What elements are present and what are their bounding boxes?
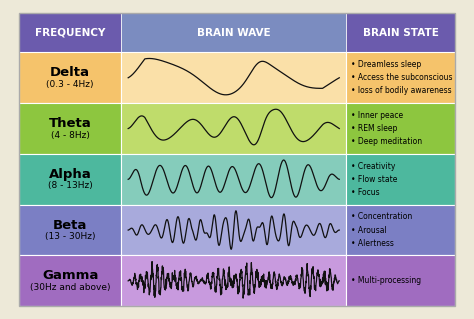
Text: • Multi-processing: • Multi-processing (351, 276, 421, 286)
Bar (121, 256, 346, 306)
Text: • Inner peace
• REM sleep
• Deep meditation: • Inner peace • REM sleep • Deep meditat… (351, 111, 423, 146)
Text: (30Hz and above): (30Hz and above) (30, 283, 110, 292)
Text: • Creativity
• Flow state
• Focus: • Creativity • Flow state • Focus (351, 162, 398, 197)
Text: BRAIN STATE: BRAIN STATE (363, 27, 438, 38)
Bar (121, 154, 346, 205)
Text: (0.3 - 4Hz): (0.3 - 4Hz) (46, 80, 94, 89)
Bar (121, 52, 346, 103)
Bar (19, 103, 121, 154)
Bar (19, 13, 121, 52)
Text: Alpha: Alpha (49, 168, 91, 181)
Text: (13 - 30Hz): (13 - 30Hz) (45, 232, 95, 241)
Bar (19, 52, 121, 103)
Text: • Concentration
• Arousal
• Alertness: • Concentration • Arousal • Alertness (351, 212, 413, 248)
Text: Theta: Theta (49, 117, 91, 130)
Bar (346, 52, 455, 103)
Text: BRAIN WAVE: BRAIN WAVE (197, 27, 271, 38)
Bar (346, 103, 455, 154)
Text: Gamma: Gamma (42, 269, 99, 282)
Bar (121, 205, 346, 256)
Bar (346, 205, 455, 256)
Text: (4 - 8Hz): (4 - 8Hz) (51, 131, 90, 140)
Bar (346, 13, 455, 52)
Text: Beta: Beta (53, 219, 87, 232)
Bar (346, 256, 455, 306)
Bar (346, 154, 455, 205)
Text: (8 - 13Hz): (8 - 13Hz) (48, 182, 92, 190)
Bar (19, 205, 121, 256)
Bar (19, 154, 121, 205)
Bar (121, 103, 346, 154)
Text: Delta: Delta (50, 66, 90, 79)
Text: • Dreamless sleep
• Access the subconscious
• loss of bodily awareness: • Dreamless sleep • Access the subconsci… (351, 60, 453, 95)
Bar (19, 256, 121, 306)
Text: FREQUENCY: FREQUENCY (35, 27, 105, 38)
Bar (121, 13, 346, 52)
